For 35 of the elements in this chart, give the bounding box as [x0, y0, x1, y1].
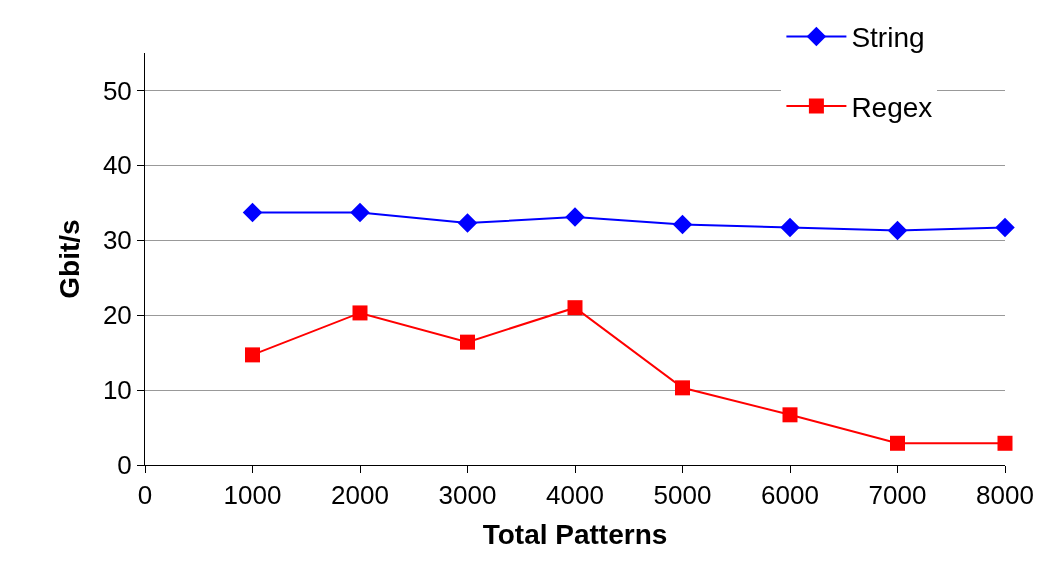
point: [350, 202, 370, 223]
x-tick-label: 2000: [331, 480, 389, 511]
x-tick-label: 8000: [976, 480, 1034, 511]
point: [242, 202, 263, 223]
point: [245, 347, 260, 363]
point: [782, 407, 798, 423]
y-tick-label: 20: [102, 300, 132, 331]
x-tick-label: 0: [137, 480, 153, 511]
point: [352, 305, 368, 321]
point: [460, 334, 475, 350]
point: [457, 213, 478, 233]
point: [567, 300, 583, 316]
y-tick-label: 50: [102, 75, 132, 106]
legend-label: String: [851, 22, 925, 54]
point: [997, 435, 1013, 451]
y-tick-label: 30: [102, 225, 132, 256]
x-tick-label: 3000: [438, 480, 497, 511]
x-axis-title: Total Patterns: [482, 519, 668, 551]
y-tick-label: 40: [102, 150, 132, 181]
y-tick-label: 0: [117, 450, 132, 481]
point: [672, 214, 693, 235]
point: [565, 207, 585, 227]
x-tick-label: 4000: [546, 480, 604, 511]
point: [890, 435, 905, 451]
point: [675, 380, 690, 396]
x-tick-label: 6000: [761, 480, 819, 511]
legend-label: Regex: [851, 91, 933, 123]
point: [780, 217, 800, 238]
x-tick-label: 5000: [653, 480, 712, 511]
y-tick-label: 10: [102, 375, 132, 406]
point: [995, 217, 1015, 238]
point: [887, 220, 908, 241]
x-tick-label: 1000: [223, 480, 282, 511]
y-axis-title: Gbit/s: [53, 219, 85, 299]
x-tick-label: 7000: [868, 480, 927, 511]
